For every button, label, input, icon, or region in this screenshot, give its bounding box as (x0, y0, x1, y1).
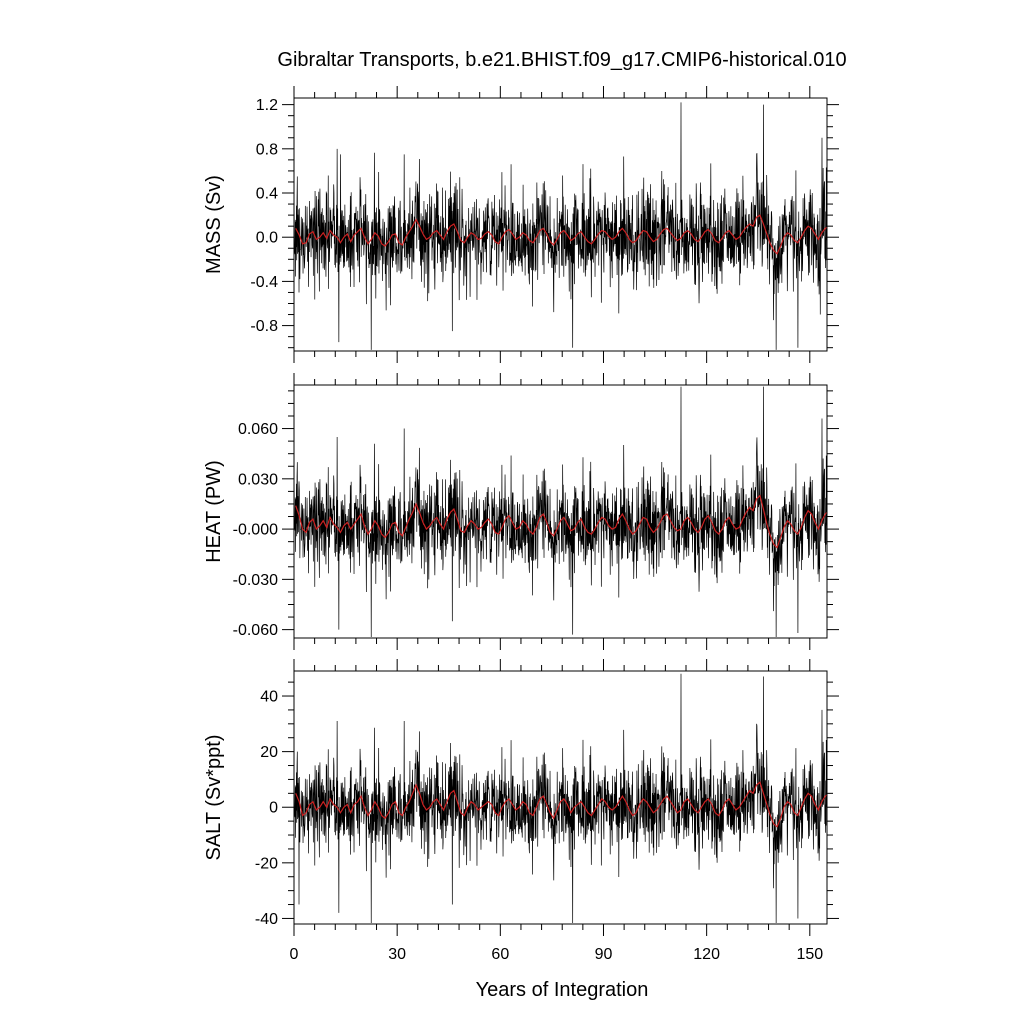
monthly-series-line (294, 386, 827, 638)
y-axis-title: MASS (Sv) (203, 175, 225, 274)
x-axis-title: Years of Integration (476, 979, 649, 1001)
y-tick-label: 0.060 (238, 421, 278, 438)
y-axis-title: HEAT (PW) (203, 460, 225, 563)
y-tick-label: -0.4 (250, 274, 278, 291)
y-tick-label: -0.000 (233, 522, 278, 539)
monthly-series-line (294, 102, 827, 350)
heat-panel: 0.060 0.030 -0.000 -0.030 -0.060 HEAT (PW) (203, 373, 839, 650)
x-tick-label: 120 (693, 946, 720, 963)
y-tick-label: -0.8 (250, 318, 278, 335)
x-tick-label: 0 (290, 946, 299, 963)
x-tick-label: 150 (796, 946, 823, 963)
y-axis-title: SALT (Sv*ppt) (203, 735, 225, 861)
plot-frame (293, 670, 828, 925)
x-tick-label: 90 (595, 946, 613, 963)
y-tick-label: 20 (260, 744, 278, 761)
y-tick-label: -0.030 (233, 572, 278, 589)
y-tick-label: -0.060 (233, 622, 278, 639)
annual-mean-line (295, 214, 827, 255)
y-tick-label: 0.8 (256, 141, 278, 158)
y-tick-label: -20 (255, 855, 278, 872)
mass-panel: 1.2 0.8 0.4 0.0 -0.4 -0.8 MASS (Sv) (203, 86, 839, 363)
plot-frame (293, 384, 828, 639)
salt-panel: 40 20 0 -20 -40 0 30 60 90 120 150 SALT (Sv*ppt) (203, 659, 839, 963)
plot-frame (293, 97, 828, 352)
x-tick-label: 30 (388, 946, 406, 963)
y-tick-label: 40 (260, 689, 278, 706)
y-tick-label: 0.0 (256, 230, 278, 247)
y-tick-label: 0.030 (238, 471, 278, 488)
y-tick-label: -40 (255, 911, 278, 928)
y-tick-label: 0.4 (256, 186, 278, 203)
annual-mean-line (295, 494, 827, 549)
monthly-series-line (294, 673, 827, 924)
annual-mean-line (295, 781, 827, 828)
y-tick-label: 0 (269, 800, 278, 817)
y-tick-label: 1.2 (256, 97, 278, 114)
chart-title: Gibraltar Transports, b.e21.BHIST.f09_g1… (277, 49, 846, 71)
x-tick-label: 60 (491, 946, 509, 963)
